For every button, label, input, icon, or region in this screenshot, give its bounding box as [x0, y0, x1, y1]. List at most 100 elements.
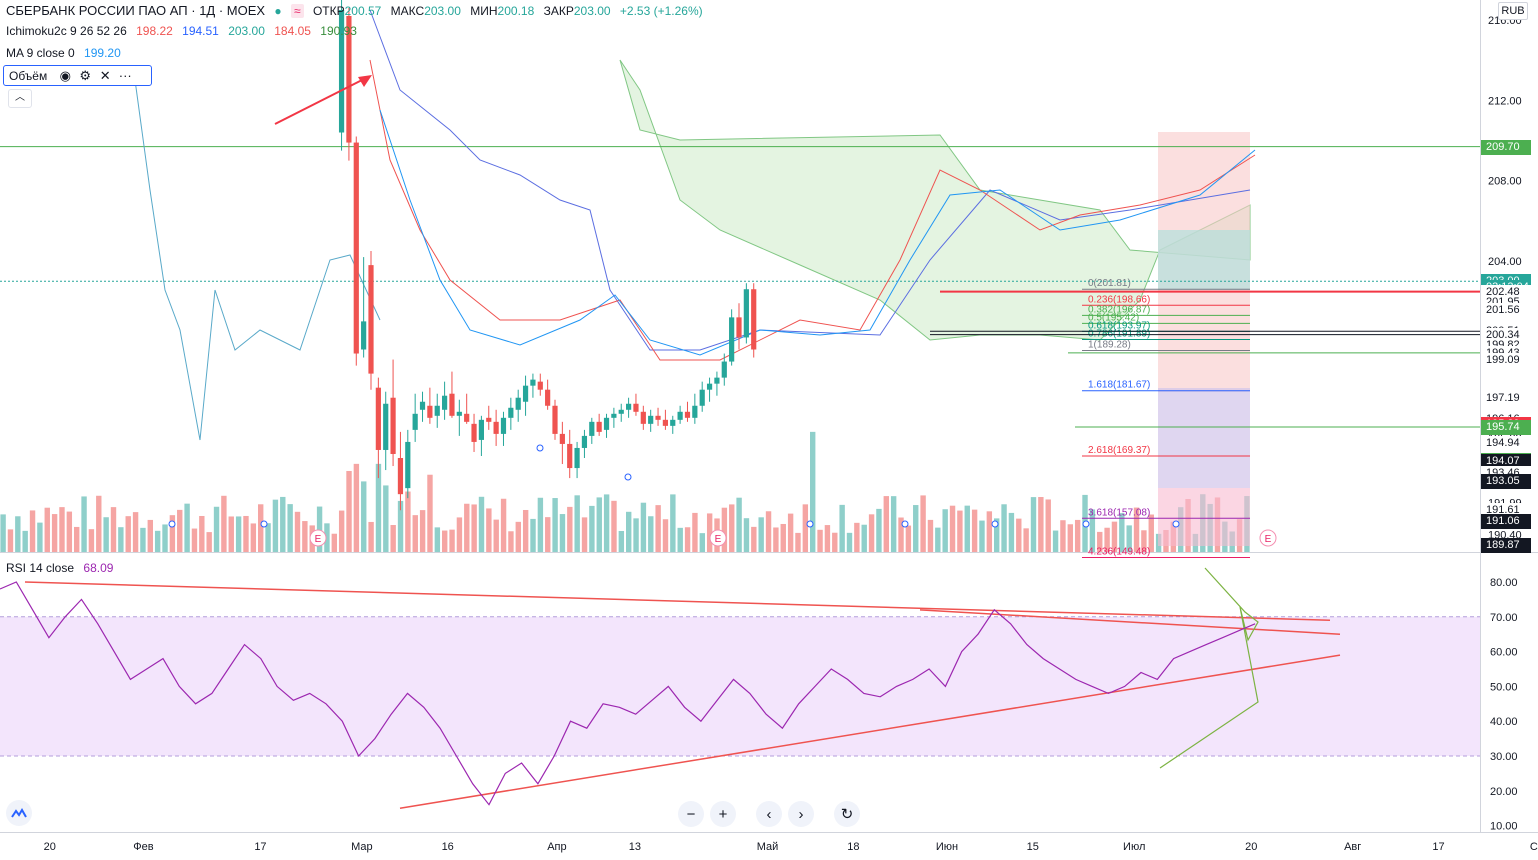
- eye-icon[interactable]: ◉: [59, 67, 71, 83]
- rsi-axis-tick: 30.00: [1490, 751, 1518, 763]
- volume-bar: [221, 495, 227, 552]
- volume-bar: [1001, 504, 1007, 552]
- candle-body: [434, 405, 440, 416]
- earnings-marker-label: E: [1265, 534, 1272, 545]
- ma-line: [379, 109, 1256, 356]
- scroll-left-button[interactable]: ‹: [756, 801, 782, 827]
- volume-bar: [147, 519, 153, 552]
- rsi-axis-tick: 40.00: [1490, 716, 1518, 728]
- rsi-axis-tick: 10.00: [1490, 821, 1518, 833]
- ichimoku-value: 184.05: [274, 24, 311, 38]
- candle-body: [699, 389, 705, 406]
- volume-bar: [589, 505, 595, 552]
- volume-bar: [743, 518, 750, 552]
- rsi-trendline: [919, 609, 1341, 635]
- more-icon[interactable]: ···: [118, 68, 132, 83]
- candle-body: [567, 443, 573, 469]
- volume-bar: [294, 511, 301, 552]
- volume-bar: [964, 505, 970, 552]
- zoom-out-button[interactable]: −: [678, 801, 704, 827]
- candle-body: [522, 385, 529, 402]
- volume-bar: [177, 509, 183, 552]
- time-axis-tick: Авг: [1344, 841, 1361, 853]
- volume-bar: [486, 508, 492, 552]
- tradingview-logo-icon[interactable]: [6, 800, 32, 826]
- volume-bar: [537, 497, 544, 552]
- candle-body: [471, 423, 477, 442]
- currency-label[interactable]: RUB: [1498, 2, 1528, 20]
- earnings-marker-icon: [309, 529, 327, 547]
- reset-icon: ↻: [840, 806, 854, 823]
- volume-bar: [773, 527, 779, 552]
- volume-bar: [935, 527, 941, 552]
- fib-zone-teal: [1158, 230, 1250, 290]
- rsi-legend[interactable]: RSI 14 close 68.09: [6, 560, 119, 576]
- ichimoku-value: 194.51: [182, 24, 219, 38]
- ichimoku-legend[interactable]: Ichimoku2c 9 26 52 26 198.22 194.51 203.…: [6, 23, 363, 39]
- volume-bar: [191, 528, 198, 552]
- volume-bar: [787, 513, 794, 552]
- ohlc-high-label: МАКС: [390, 4, 425, 18]
- volume-bar: [434, 527, 441, 552]
- collapse-legend-button[interactable]: ︿: [8, 89, 32, 108]
- price-tag: 194.07: [1481, 453, 1531, 469]
- fib-zone-pink: [1158, 488, 1250, 546]
- volume-bar: [287, 504, 293, 552]
- ohlc-low-label: МИН: [470, 4, 498, 18]
- candle-body: [684, 411, 691, 418]
- ichimoku-value: 203.00: [228, 24, 265, 38]
- volume-bar: [258, 504, 264, 552]
- candle-body: [706, 383, 713, 390]
- candle-body: [677, 411, 683, 420]
- symbol-title[interactable]: СБЕРБАНК РОССИИ ПАО АП · 1Д · MOEX: [6, 3, 266, 18]
- volume-bar: [464, 503, 470, 552]
- ma-value: 199.20: [84, 46, 121, 60]
- ohlc-low-value: 200.18: [497, 4, 535, 18]
- time-axis-tick: 17: [254, 841, 266, 853]
- volume-bar: [346, 470, 352, 552]
- zoom-in-button[interactable]: +: [710, 801, 736, 827]
- volume-bar: [324, 523, 330, 552]
- volume-bar: [331, 533, 337, 552]
- volume-bar: [110, 507, 117, 552]
- volume-bar: [51, 514, 58, 552]
- volume-bar: [265, 523, 271, 552]
- volume-bar: [684, 527, 691, 552]
- volume-bar: [699, 533, 705, 552]
- gear-icon[interactable]: ⚙: [79, 67, 92, 83]
- compare-icon[interactable]: ≈: [291, 4, 304, 18]
- candle-body: [338, 9, 345, 133]
- candle-body: [626, 403, 632, 410]
- volume-bar: [927, 519, 934, 552]
- fib-level-label: 1.618(181.67): [1088, 380, 1150, 391]
- dividend-marker-icon: [806, 520, 814, 528]
- volume-bar: [810, 431, 816, 552]
- volume-bar: [206, 532, 212, 552]
- volume-bar: [125, 516, 131, 552]
- volume-legend[interactable]: Объём ◉ ⚙ ✕ ···: [3, 65, 152, 86]
- volume-bar: [824, 525, 831, 552]
- price-tag: 193.05: [1481, 474, 1531, 490]
- candle-body: [493, 421, 499, 434]
- ma-legend[interactable]: MA 9 close 0 199.20: [6, 45, 127, 61]
- fib-level-label: 0.618(193.97): [1088, 320, 1150, 331]
- volume-bar: [199, 515, 205, 552]
- volume-bar: [854, 522, 860, 552]
- volume-bar: [44, 507, 50, 552]
- volume-bar: [66, 511, 73, 552]
- scroll-right-icon: ›: [798, 805, 804, 823]
- scroll-right-button[interactable]: ›: [788, 801, 814, 827]
- reset-chart-button[interactable]: ↻: [834, 801, 860, 827]
- volume-bar: [162, 524, 168, 552]
- rsi-label: RSI 14 close: [6, 561, 75, 575]
- volume-bar: [655, 505, 661, 552]
- volume-bar: [213, 506, 220, 552]
- close-icon[interactable]: ✕: [99, 67, 111, 83]
- candle-body: [449, 393, 455, 416]
- candle-body: [611, 413, 617, 418]
- volume-bar: [751, 526, 757, 552]
- volume-bar: [169, 515, 176, 552]
- time-axis-tick: 20: [44, 841, 56, 853]
- volume-bar: [280, 496, 286, 552]
